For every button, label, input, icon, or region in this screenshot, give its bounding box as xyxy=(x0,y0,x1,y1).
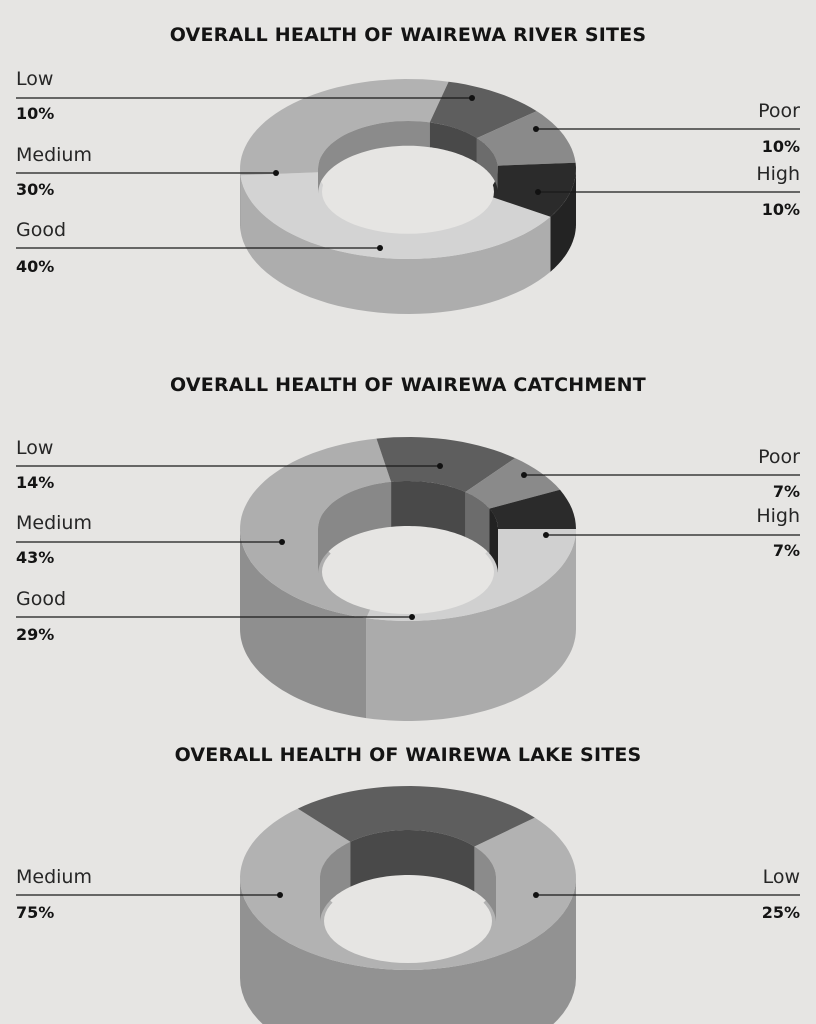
legend-value-good: 29% xyxy=(16,625,55,644)
donut-hole-floor xyxy=(322,149,494,234)
donut-hole xyxy=(320,830,496,963)
legend-value-low: 10% xyxy=(16,104,55,123)
legend-value-medium: 43% xyxy=(16,548,55,567)
leader-dot-poor xyxy=(533,126,539,132)
slice-high xyxy=(489,489,576,529)
legend-label-poor: Poor xyxy=(758,446,800,468)
slice-low xyxy=(376,437,516,492)
legend-value-poor: 7% xyxy=(772,482,800,501)
donut-chart-3 xyxy=(16,786,800,1024)
legend-label-high: High xyxy=(756,163,800,185)
leader-dot-good xyxy=(377,245,383,251)
slice-side-medium xyxy=(240,878,576,1024)
inner-wall-low xyxy=(350,830,475,892)
slice-side-good xyxy=(366,529,576,721)
legend-label-high: High xyxy=(756,505,800,527)
slice-high xyxy=(484,162,576,217)
slice-side-good xyxy=(240,175,551,314)
leader-dot-low xyxy=(469,95,475,101)
leader-dot-low xyxy=(437,463,443,469)
legend-value-high: 7% xyxy=(772,541,800,560)
donut-hole xyxy=(318,121,498,234)
legend-value-medium: 75% xyxy=(16,903,55,922)
leader-dot-poor xyxy=(521,472,527,478)
inner-wall-poor xyxy=(476,138,498,191)
legend-label-low: Low xyxy=(16,437,54,459)
inner-wall-medium xyxy=(474,846,496,923)
legend-label-medium: Medium xyxy=(16,144,92,166)
slice-medium xyxy=(240,808,576,970)
slice-good xyxy=(240,172,551,259)
chart-3-title: OVERALL HEALTH OF WAIREWA LAKE SITES xyxy=(174,744,642,766)
donut-chart-2 xyxy=(16,437,800,721)
legend-value-high: 10% xyxy=(761,200,800,219)
leader-dot-medium xyxy=(273,170,279,176)
slice-poor xyxy=(465,458,560,509)
legend-value-low: 14% xyxy=(16,473,55,492)
inner-wall-high xyxy=(489,508,498,574)
slice-medium xyxy=(240,79,449,176)
legend-label-good: Good xyxy=(16,588,67,610)
legend-label-medium: Medium xyxy=(16,866,92,888)
inner-wall-poor xyxy=(465,492,490,554)
donut-hole-floor xyxy=(322,530,494,614)
legend-label-good: Good xyxy=(16,219,67,241)
chart-1-title: OVERALL HEALTH OF WAIREWA RIVER SITES xyxy=(169,24,647,46)
legend-label-low: Low xyxy=(16,68,54,90)
inner-wall-low xyxy=(391,481,466,537)
leader-dot-high xyxy=(535,189,541,195)
chart-2-title: OVERALL HEALTH OF WAIREWA CATCHMENT xyxy=(170,374,646,396)
slice-side-high xyxy=(550,169,576,272)
slice-side-medium xyxy=(240,529,367,719)
legend-value-good: 40% xyxy=(16,257,55,276)
slice-low xyxy=(297,786,535,847)
legend-label-poor: Poor xyxy=(758,100,800,122)
inner-wall-medium xyxy=(318,121,430,194)
inner-wall-medium xyxy=(318,481,392,574)
inner-wall-medium xyxy=(320,841,351,923)
leader-dot-good xyxy=(409,614,415,620)
donut-hole xyxy=(318,481,498,614)
legend-value-poor: 10% xyxy=(761,137,800,156)
leader-dot-medium xyxy=(277,892,283,898)
slice-poor xyxy=(476,111,576,166)
legend-value-medium: 30% xyxy=(16,180,55,199)
donut-chart-1 xyxy=(16,79,800,314)
leader-dot-low xyxy=(533,892,539,898)
slice-low xyxy=(429,81,537,139)
inner-wall-low xyxy=(429,122,477,163)
leader-dot-high xyxy=(543,532,549,538)
legend-value-low: 25% xyxy=(761,903,800,922)
leader-dot-medium xyxy=(279,539,285,545)
donut-hole-floor xyxy=(324,879,492,963)
legend-label-low: Low xyxy=(762,866,800,888)
legend-label-medium: Medium xyxy=(16,512,92,534)
